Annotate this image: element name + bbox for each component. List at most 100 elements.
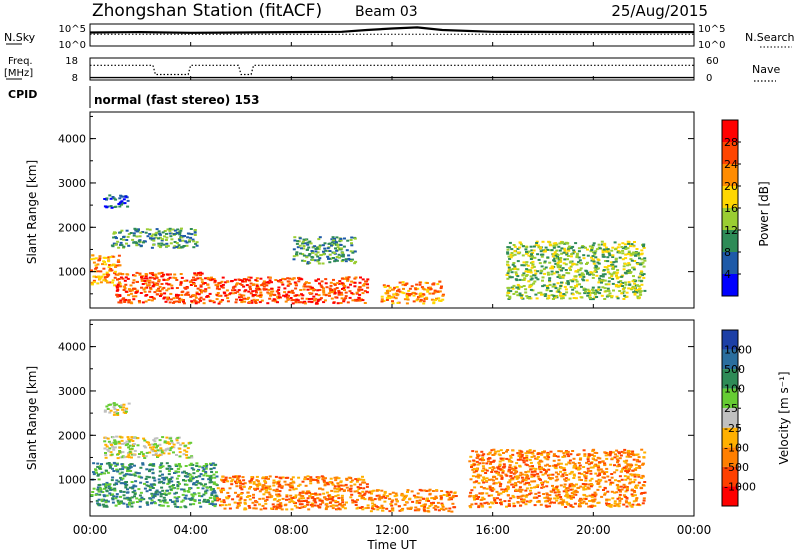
power-cell [606,260,610,263]
power-cell [143,280,147,282]
velocity-cell [159,500,163,503]
velocity-cell [130,447,134,450]
power-cell [563,258,567,261]
power-cell [120,200,124,203]
velocity-cell [133,464,136,467]
velocity-cell [495,477,499,480]
power-colorbar-tick-label: 8 [724,246,731,259]
velocity-cell [617,480,621,482]
power-cell [414,292,418,295]
velocity-cell [151,450,155,453]
power-cell [584,269,588,272]
velocity-cell [285,508,289,511]
velocity-cell [559,466,563,469]
power-cell [172,300,176,303]
power-cell [575,252,579,255]
power-cell [595,274,599,277]
power-cell [621,252,625,255]
power-cell [210,276,213,279]
velocity-cell [350,493,354,496]
velocity-cell [504,473,508,476]
velocity-cell [426,510,430,513]
power-cell [114,243,118,246]
velocity-cell [469,506,473,509]
velocity-cell [600,495,604,498]
velocity-cell [268,493,272,496]
velocity-cell [492,467,496,470]
velocity-cell [166,467,169,470]
power-cell [154,282,158,285]
power-cell [238,282,242,285]
velocity-cell [179,443,183,446]
velocity-cell [540,483,544,486]
power-cell [349,260,353,262]
power-cell [330,238,334,241]
velocity-cell [181,471,185,474]
velocity-cell [505,474,509,477]
power-cell [126,199,130,202]
power-cell [557,290,561,293]
velocity-cell [236,476,240,479]
power-cell [300,297,304,300]
power-cell [121,273,125,276]
power-cell [506,277,510,280]
velocity-cell [142,437,146,440]
velocity-cell [132,473,136,476]
velocity-cell [564,479,568,482]
power-cell [90,281,94,284]
velocity-cell [168,442,171,445]
velocity-cell [117,503,121,505]
power-cell [637,254,641,257]
velocity-cell [104,469,108,472]
power-cell [358,299,362,302]
velocity-cell [323,484,327,487]
power-cell [402,292,406,295]
power-cell [132,232,136,235]
velocity-cell [637,460,641,463]
power-cell [543,260,547,263]
power-cell [516,268,520,271]
power-cell [640,249,644,252]
velocity-cell [213,476,217,479]
power-cell [311,251,315,254]
velocity-cell [243,507,247,510]
velocity-cell [450,510,454,513]
power-colorbar-tick-label: 24 [724,158,738,171]
velocity-cell [571,506,575,508]
power-cell [322,293,326,296]
velocity-cell [355,507,359,510]
power-cell [112,197,116,200]
velocity-cell [125,491,129,494]
velocity-cell [409,508,413,510]
velocity-cell [239,496,243,499]
power-cell [267,288,271,291]
velocity-cell [274,490,278,493]
velocity-cell [641,484,645,486]
power-cell [532,245,536,248]
velocity-cell [529,489,532,492]
velocity-cell [238,479,242,482]
power-cell [532,249,536,252]
power-cell [561,295,565,297]
power-cell [120,203,123,206]
velocity-cell [613,456,617,459]
power-cell [251,284,255,286]
power-cell [206,283,210,286]
power-cell [293,236,297,239]
power-cell [343,289,346,291]
power-cell [157,237,161,240]
velocity-cell [292,488,296,491]
velocity-cell [614,453,618,456]
velocity-cell [595,452,599,454]
velocity-cell [299,494,303,497]
power-cell [505,274,509,276]
power-cell [639,280,643,283]
power-cell [157,230,161,233]
velocity-cell [356,486,360,489]
power-cell [526,268,530,271]
velocity-cell [432,501,435,504]
velocity-colorbar-swatch [722,388,738,409]
power-cell [441,293,445,296]
velocity-cell [508,504,511,507]
